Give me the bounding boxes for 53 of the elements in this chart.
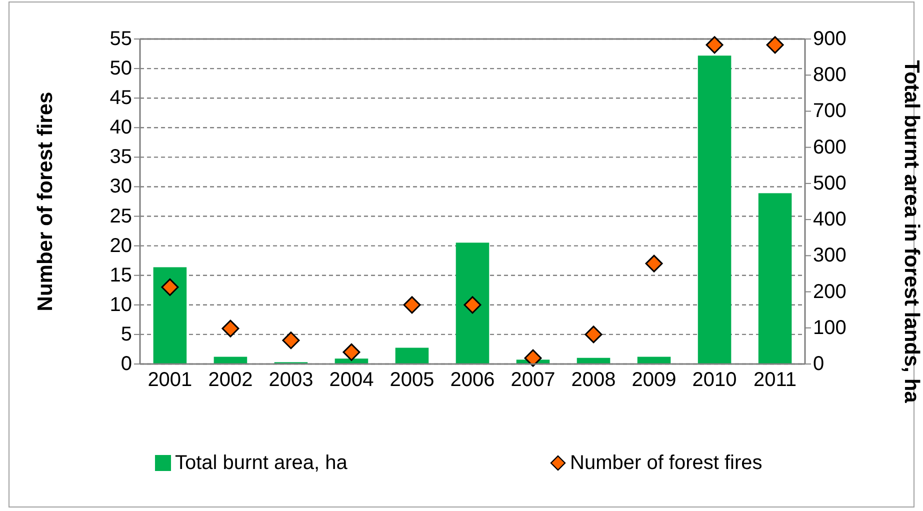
x-tick-label: 2008: [571, 369, 616, 391]
y2-tick-label: 800: [813, 64, 846, 86]
point: [161, 278, 179, 296]
y-tick-label: 0: [120, 353, 132, 375]
y2-tick-label: 0: [813, 353, 824, 375]
x-tick-label: 2006: [450, 369, 495, 391]
bar: [698, 56, 732, 364]
y-tick-label: 40: [110, 116, 132, 139]
bar: [395, 348, 429, 364]
y-tick-label: 15: [110, 264, 132, 286]
point: [342, 343, 360, 361]
y2-tick-label: 300: [813, 244, 846, 267]
y-tick-label: 50: [110, 58, 132, 80]
y-tick-label: 20: [110, 234, 132, 257]
bar: [456, 242, 490, 364]
y2-tick-label: 700: [813, 100, 846, 122]
point: [403, 296, 421, 314]
y-tick-label: 30: [110, 176, 132, 198]
x-tick-label: 2007: [510, 369, 556, 391]
y2-tick-label: 200: [813, 280, 846, 303]
y-tick-label: 45: [110, 87, 132, 110]
point: [766, 36, 784, 54]
point: [282, 332, 300, 350]
x-tick-label: 2010: [692, 369, 737, 391]
x-tick-label: 2003: [268, 369, 314, 391]
legend-label: Number of forest fires: [570, 452, 762, 474]
y-tick-label: 5: [120, 323, 132, 346]
x-tick-label: 2004: [329, 369, 374, 391]
x-tick-label: 2011: [754, 369, 797, 391]
y2-tick-label: 600: [813, 136, 846, 158]
y2-tick-label: 900: [813, 28, 846, 50]
y-tick-label: 55: [110, 28, 132, 50]
x-tick-label: 2002: [208, 369, 253, 391]
y2-tick-label: 400: [813, 208, 846, 231]
x-tick-label: 2009: [632, 369, 676, 391]
y2-tick-label: 100: [813, 316, 846, 339]
point: [222, 320, 240, 338]
point: [645, 254, 663, 272]
legend-label: Total burnt area, ha: [175, 452, 348, 474]
y-tick-label: 35: [110, 146, 132, 168]
point: [584, 326, 602, 344]
point: [706, 36, 724, 54]
x-tick-label: 2005: [390, 369, 434, 391]
point: [524, 349, 542, 367]
bar: [758, 193, 792, 364]
y-axis-title: Number of forest fires: [34, 92, 57, 312]
y2-axis-title: Total burnt area in forest lands, ha: [900, 60, 923, 404]
bar: [153, 267, 187, 364]
y2-tick-label: 500: [813, 172, 846, 194]
point: [464, 296, 482, 314]
x-tick-label: 2001: [148, 369, 192, 391]
y-tick-label: 10: [110, 294, 132, 316]
y-tick-label: 25: [110, 205, 132, 228]
